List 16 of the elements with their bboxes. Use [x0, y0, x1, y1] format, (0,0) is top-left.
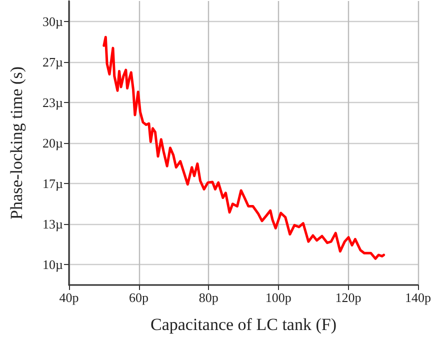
x-axis-title: Capacitance of LC tank (F): [150, 315, 336, 334]
y-tick-label: 10µ: [42, 257, 64, 272]
y-tick-label: 17µ: [42, 176, 64, 192]
x-tick-label: 120p: [335, 290, 362, 305]
y-tick-label: 13µ: [42, 216, 64, 232]
y-tick-label: 27µ: [42, 54, 64, 70]
y-axis-title: Phase-locking time (s): [7, 66, 26, 220]
y-tick-label: 23µ: [42, 94, 64, 110]
x-tick-label: 140p: [405, 290, 431, 305]
x-tick-label: 40p: [59, 290, 79, 305]
x-tick-label: 80p: [198, 290, 218, 305]
line-series: [102, 36, 386, 260]
x-tick-label: 100p: [265, 290, 292, 305]
x-tick-label: 60p: [129, 290, 149, 305]
y-tick-label: 30µ: [42, 14, 64, 29]
y-tick-label: 20µ: [42, 136, 64, 150]
